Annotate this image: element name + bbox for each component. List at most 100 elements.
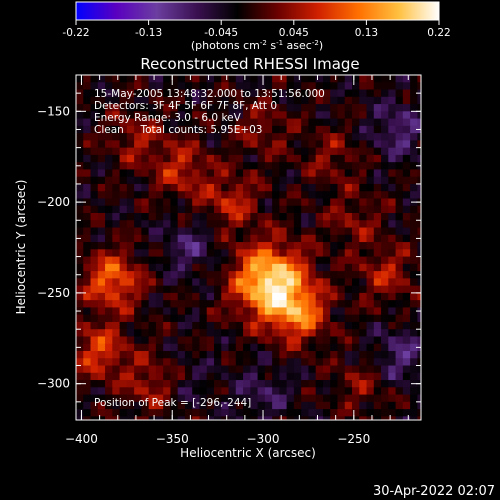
heatmap-cell — [206, 125, 215, 134]
heatmap-cell — [395, 227, 404, 236]
heatmap-cell — [344, 358, 353, 367]
heatmap-cell — [286, 271, 295, 279]
heatmap-cell — [221, 220, 230, 229]
heatmap-cell — [359, 169, 368, 178]
heatmap-cell — [308, 401, 317, 410]
heatmap-cell — [359, 111, 368, 120]
heatmap-cell — [148, 191, 157, 200]
heatmap-cell — [119, 213, 128, 221]
heatmap-cell — [192, 387, 201, 396]
heatmap-cell — [301, 329, 310, 338]
heatmap-cell — [395, 292, 404, 301]
heatmap-cell — [315, 154, 324, 163]
heatmap-cell — [337, 416, 346, 420]
heatmap-cell — [228, 401, 237, 410]
heatmap-cell — [322, 169, 331, 178]
heatmap-cell — [330, 329, 339, 338]
heatmap-cell — [337, 380, 346, 388]
heatmap-cell — [344, 227, 353, 236]
x-tick-label: −400 — [65, 432, 98, 446]
heatmap-cell — [243, 343, 251, 352]
heatmap-cell — [264, 307, 273, 316]
heatmap-cell — [214, 292, 222, 301]
heatmap-cell — [308, 111, 317, 120]
heatmap-cell — [286, 169, 295, 178]
heatmap-cell — [337, 358, 346, 367]
heatmap-cell — [119, 140, 128, 149]
heatmap-cell — [126, 169, 135, 178]
heatmap-cell — [417, 401, 421, 410]
heatmap-cell — [221, 154, 230, 163]
heatmap-cell — [359, 220, 368, 229]
heatmap-cell — [170, 227, 179, 236]
heatmap-cell — [381, 278, 389, 287]
heatmap-cell — [206, 176, 215, 185]
heatmap-cell — [184, 401, 193, 410]
heatmap-cell — [417, 365, 421, 374]
heatmap-cell — [177, 213, 186, 221]
heatmap-cell — [257, 176, 266, 185]
heatmap-cell — [163, 249, 172, 258]
heatmap-cell — [373, 249, 382, 258]
heatmap-cell — [352, 96, 360, 105]
heatmap-cell — [279, 278, 288, 287]
heatmap-cell — [410, 176, 418, 185]
heatmap-cell — [257, 118, 266, 127]
heatmap-cell — [90, 220, 99, 229]
heatmap-cell — [192, 307, 201, 316]
heatmap-cell — [119, 118, 128, 127]
heatmap-cell — [184, 263, 193, 272]
heatmap-cell — [97, 234, 106, 243]
heatmap-cell — [184, 183, 193, 192]
heatmap-cell — [330, 125, 339, 134]
heatmap-cell — [250, 104, 259, 112]
heatmap-cell — [199, 321, 208, 330]
heatmap-cell — [373, 292, 382, 301]
heatmap-cell — [417, 96, 421, 105]
heatmap-cell — [221, 133, 230, 141]
heatmap-cell — [148, 300, 157, 309]
heatmap-cell — [395, 183, 404, 192]
heatmap-cell — [126, 372, 135, 381]
heatmap-cell — [184, 387, 193, 396]
heatmap-cell — [83, 343, 92, 352]
heatmap-cell — [170, 372, 179, 381]
heatmap-cell — [119, 292, 128, 301]
heatmap-cell — [235, 285, 244, 294]
colorbar-tick: -0.045 — [204, 20, 238, 39]
heatmap-cell — [293, 133, 302, 141]
heatmap-cell — [228, 205, 237, 214]
heatmap-cell — [90, 234, 99, 243]
heatmap-cell — [148, 176, 157, 185]
heatmap-cell — [381, 104, 389, 112]
heatmap-cell — [177, 263, 186, 272]
heatmap-cell — [148, 169, 157, 178]
heatmap-cell — [206, 351, 215, 359]
heatmap-cell — [243, 416, 251, 420]
heatmap-cell — [344, 380, 353, 388]
heatmap-cell — [221, 125, 230, 134]
heatmap-cell — [272, 394, 280, 403]
heatmap-cell — [301, 198, 310, 207]
heatmap-cell — [141, 256, 150, 265]
heatmap-cell — [250, 162, 259, 171]
heatmap-cell — [163, 409, 172, 417]
heatmap-cell — [155, 416, 164, 420]
heatmap-cell — [141, 104, 150, 112]
heatmap-cell — [330, 387, 339, 396]
heatmap-cell — [105, 75, 113, 83]
x-tick-label: −350 — [156, 432, 189, 446]
heatmap-cell — [148, 140, 157, 149]
heatmap-cell — [366, 213, 375, 221]
heatmap-cell — [264, 329, 273, 338]
heatmap-cell — [337, 104, 346, 112]
heatmap-cell — [112, 372, 121, 381]
heatmap-cell — [322, 278, 331, 287]
heatmap-cell — [112, 125, 121, 134]
heatmap-cell — [134, 351, 142, 359]
heatmap-cell — [308, 416, 317, 420]
heatmap-cell — [272, 89, 280, 98]
heatmap-cell — [134, 147, 142, 156]
heatmap-cell — [148, 96, 157, 105]
heatmap-cell — [410, 140, 418, 149]
